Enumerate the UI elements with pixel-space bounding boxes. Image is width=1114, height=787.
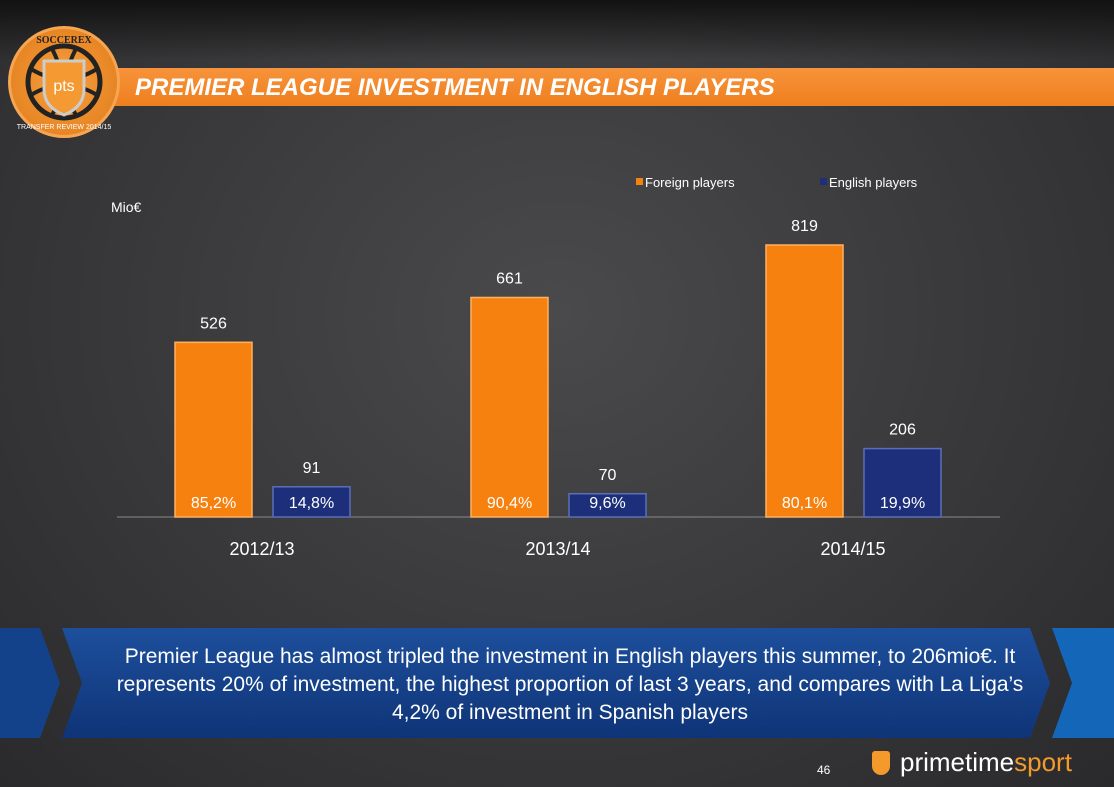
svg-text:pts: pts <box>53 78 74 95</box>
value-label: 819 <box>791 218 818 235</box>
share-label: 85,2% <box>191 495 236 512</box>
svg-text:TRANSFER REVIEW 2014/15: TRANSFER REVIEW 2014/15 <box>17 124 112 131</box>
brand-shield-icon <box>872 751 890 775</box>
bar <box>863 447 942 518</box>
value-label: 70 <box>599 467 617 484</box>
legend-label: English players <box>829 175 918 190</box>
bar <box>568 493 647 518</box>
value-label: 206 <box>889 422 916 439</box>
brand-logo: primetimesport <box>900 747 1072 778</box>
share-label: 14,8% <box>289 495 334 512</box>
value-label: 526 <box>200 315 227 332</box>
share-label: 80,1% <box>782 495 827 512</box>
bar <box>272 486 351 518</box>
legend-swatch <box>820 178 827 185</box>
legend-swatch <box>636 178 643 185</box>
soccerex-logo: pts SOCCEREX TRANSFER REVIEW 2014/15 <box>8 26 120 138</box>
brand-b: sport <box>1014 747 1072 777</box>
brand-a: primetime <box>900 747 1015 777</box>
title-bar <box>60 68 1114 106</box>
svg-text:SOCCEREX: SOCCEREX <box>36 35 92 46</box>
message-banner <box>0 628 1114 738</box>
category-label: 2014/15 <box>820 539 885 559</box>
bar <box>174 341 253 518</box>
share-label: 19,9% <box>880 495 925 512</box>
share-label: 9,6% <box>589 495 625 512</box>
bar <box>470 296 549 518</box>
category-label: 2013/14 <box>525 539 590 559</box>
y-axis-label: Mio€ <box>111 199 142 215</box>
value-label: 661 <box>496 270 523 287</box>
top-shade <box>0 0 1114 60</box>
page-number: 46 <box>817 763 831 777</box>
value-label: 91 <box>303 460 321 477</box>
bar-chart: Mio€ Foreign players 526 85,2% 661 90,4% 819 80… <box>111 175 1000 559</box>
page-title: PREMIER LEAGUE INVESTMENT IN ENGLISH PLA… <box>135 74 775 101</box>
legend-label: Foreign players <box>645 175 735 190</box>
share-label: 90,4% <box>487 495 532 512</box>
bar <box>765 244 844 518</box>
category-label: 2012/13 <box>229 539 294 559</box>
banner-text: Premier League has almost tripled the in… <box>116 645 1024 724</box>
